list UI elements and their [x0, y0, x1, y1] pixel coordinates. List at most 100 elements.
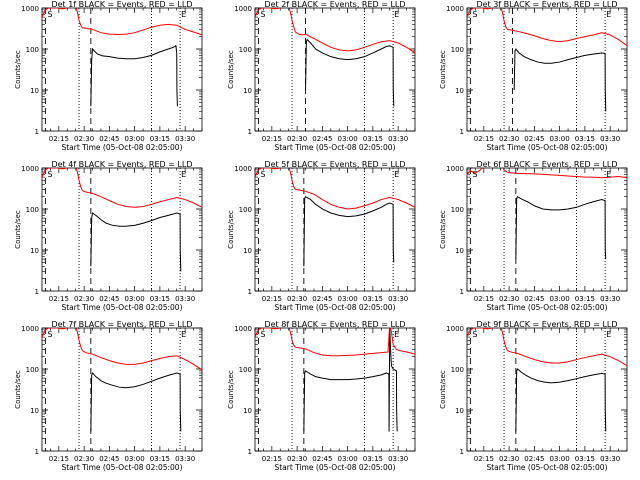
end-marker-label: E: [606, 170, 611, 179]
plot-frame: [41, 7, 203, 132]
x-tick-label: 02:15: [49, 295, 69, 303]
end-marker-label: E: [394, 10, 399, 19]
x-tick-label: 03:15: [363, 455, 383, 463]
x-tick-label: 03:15: [150, 455, 170, 463]
x-tick-label: 02:45: [524, 135, 544, 143]
y-tick-label: 100: [451, 206, 464, 214]
x-tick-label: 03:00: [550, 135, 570, 143]
y-axis-label: Counts/sec: [439, 370, 447, 409]
panel-det-2: Det 2f BLACK = Events, RED = LLD 1 10 100 10…: [227, 0, 416, 152]
x-tick-label: 03:15: [575, 295, 595, 303]
x-tick-label: 03:15: [575, 455, 595, 463]
plot-frame: [466, 167, 628, 292]
end-marker-label: E: [181, 170, 186, 179]
y-tick-label: 1: [460, 448, 464, 456]
lld-series-line: [467, 328, 627, 367]
y-tick-label: 100: [239, 206, 252, 214]
y-tick-label: 1: [35, 448, 39, 456]
y-tick-label: 1: [460, 288, 464, 296]
y-tick-label: 100: [451, 366, 464, 374]
x-tick-label: 03:30: [388, 455, 408, 463]
x-tick-label: 02:15: [49, 455, 69, 463]
plot-frame: [254, 7, 416, 132]
y-tick-label: 100: [26, 46, 39, 54]
y-tick-label: 100: [26, 366, 39, 374]
panel-det-3: Det 3f BLACK = Events, RED = LLD 1 10 100 10…: [439, 0, 628, 152]
panel-det-4: Det 4f BLACK = Events, RED = LLD 1 10 100 10…: [14, 160, 203, 312]
panel-det-1: Det 1f BLACK = Events, RED = LLD 1 10 100 10…: [14, 0, 203, 152]
x-tick-label: 02:45: [312, 295, 332, 303]
plot-frame: [41, 167, 203, 292]
y-axis-label: Counts/sec: [439, 50, 447, 89]
events-series-line: [90, 212, 182, 272]
y-tick-label: 1000: [234, 325, 252, 333]
start-marker-label: S: [260, 10, 265, 19]
lld-series-line: [467, 168, 627, 179]
start-marker-label: S: [472, 330, 477, 339]
x-axis-label: Start Time (05-Oct-08 02:05:00): [61, 463, 182, 472]
y-tick-label: 1: [248, 288, 252, 296]
events-series-line: [303, 195, 395, 267]
x-tick-label: 03:30: [600, 455, 620, 463]
y-axis-label: Counts/sec: [227, 210, 235, 249]
x-tick-label: 03:30: [388, 295, 408, 303]
end-marker-label: E: [394, 170, 399, 179]
x-tick-label: 02:15: [262, 135, 282, 143]
panel-title: Det 7f BLACK = Events, RED = LLD: [51, 320, 192, 329]
x-tick-label: 03:30: [175, 295, 195, 303]
start-marker-label: S: [260, 330, 265, 339]
panel-data: [467, 328, 627, 451]
panel-det-8: Det 8f BLACK = Events, RED = LLD 1 10 100 10…: [227, 320, 416, 472]
plot-frame: [466, 7, 628, 132]
panel-data: [42, 168, 202, 291]
panel-title: Det 4f BLACK = Events, RED = LLD: [51, 160, 192, 169]
y-tick-label: 1: [35, 288, 39, 296]
y-tick-label: 1000: [234, 5, 252, 13]
y-tick-label: 1: [460, 128, 464, 136]
x-tick-label: 03:15: [363, 135, 383, 143]
events-series-line: [305, 38, 395, 107]
x-tick-label: 03:00: [550, 295, 570, 303]
x-tick-label: 02:45: [524, 295, 544, 303]
x-tick-label: 03:30: [175, 135, 195, 143]
x-tick-label: 02:30: [287, 455, 307, 463]
x-tick-label: 02:30: [74, 135, 94, 143]
y-tick-label: 100: [451, 46, 464, 54]
x-tick-label: 03:00: [550, 455, 570, 463]
x-axis-label: Start Time (05-Oct-08 02:05:00): [486, 463, 607, 472]
y-tick-label: 10: [30, 247, 39, 255]
y-tick-label: 1: [248, 128, 252, 136]
panel-data: [42, 8, 202, 131]
panel-title: Det 3f BLACK = Events, RED = LLD: [476, 0, 617, 9]
x-tick-label: 03:00: [125, 135, 145, 143]
x-tick-label: 03:30: [600, 295, 620, 303]
panel-title: Det 6f BLACK = Events, RED = LLD: [476, 160, 617, 169]
start-marker-label: S: [260, 170, 265, 179]
x-tick-label: 02:30: [287, 135, 307, 143]
y-tick-label: 10: [243, 87, 252, 95]
y-tick-label: 10: [455, 87, 464, 95]
events-series-line: [513, 48, 607, 112]
y-tick-label: 1: [35, 128, 39, 136]
y-tick-label: 100: [239, 366, 252, 374]
x-tick-label: 02:15: [474, 295, 494, 303]
panel-det-6: Det 6f BLACK = Events, RED = LLD 1 10 100 10…: [439, 160, 628, 312]
x-tick-label: 02:30: [287, 295, 307, 303]
x-tick-label: 02:15: [262, 455, 282, 463]
y-tick-label: 10: [455, 407, 464, 415]
plot-frame: [254, 327, 416, 452]
lld-series-line: [42, 328, 202, 371]
x-tick-label: 02:45: [99, 295, 119, 303]
events-series-line: [515, 368, 607, 432]
x-tick-label: 02:30: [74, 295, 94, 303]
plot-frame: [466, 327, 628, 452]
x-tick-label: 03:00: [338, 455, 358, 463]
x-tick-label: 02:45: [99, 455, 119, 463]
start-marker-label: S: [47, 330, 52, 339]
y-tick-label: 1000: [21, 165, 39, 173]
events-series-line: [90, 44, 178, 107]
y-axis-label: Counts/sec: [227, 50, 235, 89]
x-axis-label: Start Time (05-Oct-08 02:05:00): [61, 143, 182, 152]
x-tick-label: 03:30: [175, 455, 195, 463]
events-series-line: [515, 195, 607, 260]
